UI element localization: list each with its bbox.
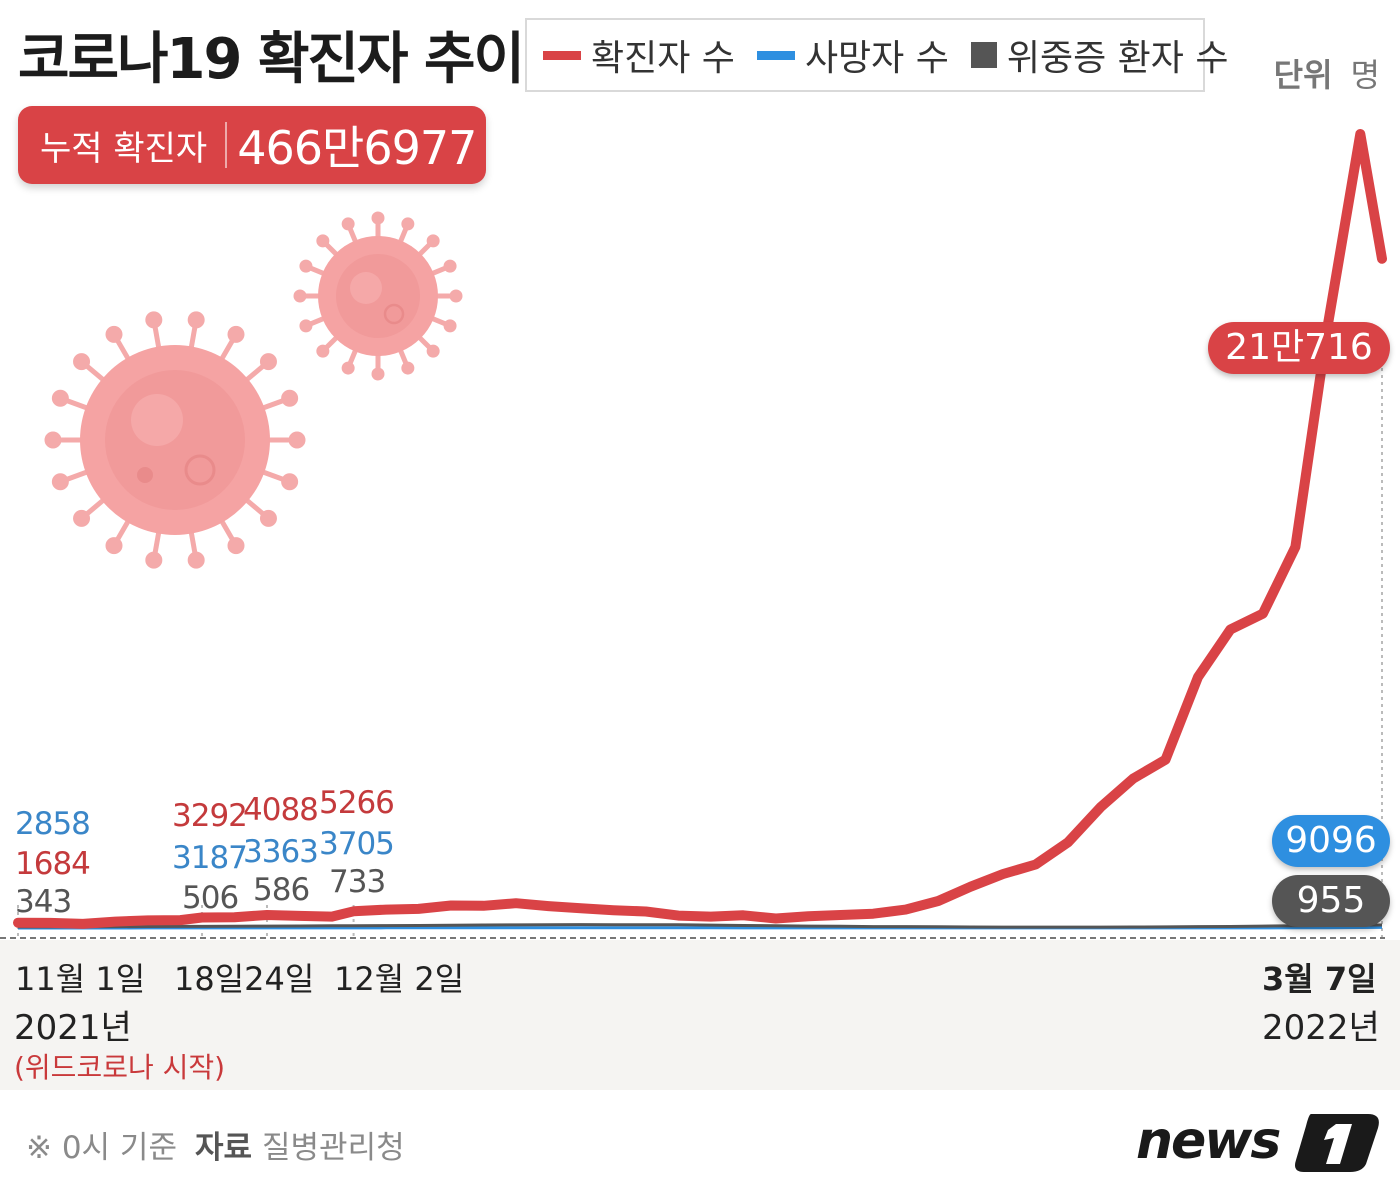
annotation-cases-nov1: 1684	[15, 846, 91, 882]
cumulative-label: 누적 확진자	[40, 128, 208, 169]
x-year-start: 2021년	[14, 1008, 132, 1048]
annotation-deaths-dec2: 3705	[319, 826, 395, 862]
annotation-severe-nov1: 343	[15, 884, 72, 920]
annotation-severe-dec2: 733	[329, 864, 386, 900]
chart-legend: 확진자 수 사망자 수 위중증 환자 수	[525, 18, 1228, 92]
annotation-deaths-nov18: 3187	[172, 840, 248, 876]
series-line-cases	[13, 129, 1387, 929]
footer-source: ※ 0시 기준 자료 질병관리청	[26, 1122, 405, 1167]
legend-swatch-severe	[970, 42, 997, 68]
unit-caption: 단위	[1273, 56, 1333, 94]
legend-label-severe: 위중증 환자 수	[1006, 38, 1229, 79]
annotation-severe-nov18: 506	[182, 880, 239, 916]
end-label-deaths: 9096	[1272, 815, 1390, 867]
legend-item-deaths: 사망자 수	[756, 29, 949, 81]
x-year-end: 2022년	[1262, 1008, 1380, 1048]
legend-label-cases: 확진자 수	[591, 38, 735, 79]
unit-value: 명	[1350, 56, 1380, 94]
virus-small-icon	[293, 211, 463, 381]
news1-logo: news	[1136, 1111, 1379, 1172]
x-tick-label-nov1: 11월 1일	[15, 960, 146, 998]
footer-source-name: 질병관리청	[262, 1130, 405, 1166]
annotation-cases-nov18: 3292	[172, 798, 248, 834]
x-tick-label-mar7: 3월 7일	[1262, 960, 1377, 998]
annotation-cases-nov24: 4088	[243, 792, 319, 828]
footer-source-label: 자료	[194, 1130, 253, 1166]
cumulative-cases-badge: 누적 확진자 466만6977	[18, 106, 486, 184]
annotation-severe-nov24: 586	[253, 872, 310, 908]
annotation-deaths-nov24: 3363	[243, 834, 319, 870]
page-title: 코로나19 확진자 추이	[18, 27, 525, 92]
x-tick-label-dec2: 12월 2일	[334, 960, 465, 998]
unit-label: 단위 명	[1274, 50, 1380, 96]
x-axis-note: (위드코로나 시작)	[14, 1051, 226, 1084]
legend-swatch-cases	[543, 50, 581, 60]
footer-note: ※ 0시 기준	[26, 1130, 177, 1166]
end-label-cases: 21만716	[1208, 322, 1390, 374]
virus-large-icon	[44, 311, 306, 569]
annotation-cases-dec2: 5266	[319, 785, 395, 821]
legend-label-deaths: 사망자 수	[804, 38, 949, 79]
legend-swatch-deaths	[756, 50, 795, 60]
x-tick-label-nov18-24: 18일24일	[174, 960, 315, 998]
series-line-severe	[18, 923, 1383, 929]
end-label-severe: 955	[1272, 875, 1390, 927]
badge-divider	[225, 122, 228, 168]
svg-text:news: news	[1136, 1111, 1280, 1171]
cumulative-value: 466만6977	[237, 121, 477, 175]
legend-item-cases: 확진자 수	[543, 29, 735, 81]
annotation-deaths-nov1: 2858	[15, 806, 91, 842]
x-axis-band	[0, 940, 1400, 1090]
legend-item-severe: 위중증 환자 수	[970, 29, 1229, 81]
